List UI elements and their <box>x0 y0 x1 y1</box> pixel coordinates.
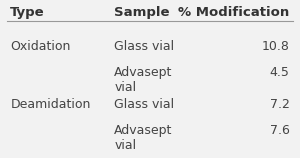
Text: Advasept
vial: Advasept vial <box>114 124 173 152</box>
Text: Glass vial: Glass vial <box>114 98 175 111</box>
Text: % Modification: % Modification <box>178 6 290 19</box>
Text: Advasept
vial: Advasept vial <box>114 66 173 94</box>
Text: 7.2: 7.2 <box>270 98 290 111</box>
Text: Type: Type <box>10 6 45 19</box>
Text: Sample: Sample <box>114 6 170 19</box>
Text: Oxidation: Oxidation <box>10 40 71 53</box>
Text: 7.6: 7.6 <box>270 124 290 137</box>
Text: Deamidation: Deamidation <box>10 98 91 111</box>
Text: Glass vial: Glass vial <box>114 40 175 53</box>
Text: 4.5: 4.5 <box>270 66 290 79</box>
Text: 10.8: 10.8 <box>262 40 290 53</box>
